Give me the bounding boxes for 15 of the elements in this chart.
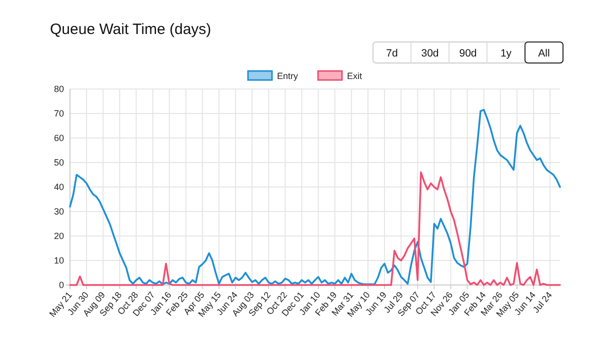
y-tick-label: 70 bbox=[54, 108, 64, 118]
y-tick-label: 80 bbox=[54, 84, 64, 94]
y-tick-label: 10 bbox=[54, 256, 64, 266]
y-tick-label: 30 bbox=[54, 206, 64, 216]
legend-label: Exit bbox=[347, 71, 362, 81]
y-tick-label: 60 bbox=[54, 133, 64, 143]
line-series bbox=[69, 171, 561, 286]
y-tick-label: 0 bbox=[58, 280, 64, 290]
chart-title: Queue Wait Time (days) bbox=[50, 21, 212, 38]
y-tick-label: 50 bbox=[54, 158, 64, 168]
y-tick-label: 40 bbox=[54, 182, 64, 192]
legend-label: Entry bbox=[277, 71, 299, 81]
line-series bbox=[69, 108, 561, 286]
time-range-buttons: 7d 30d 90d 1y All bbox=[372, 42, 564, 64]
y-tick-label: 20 bbox=[54, 231, 64, 241]
